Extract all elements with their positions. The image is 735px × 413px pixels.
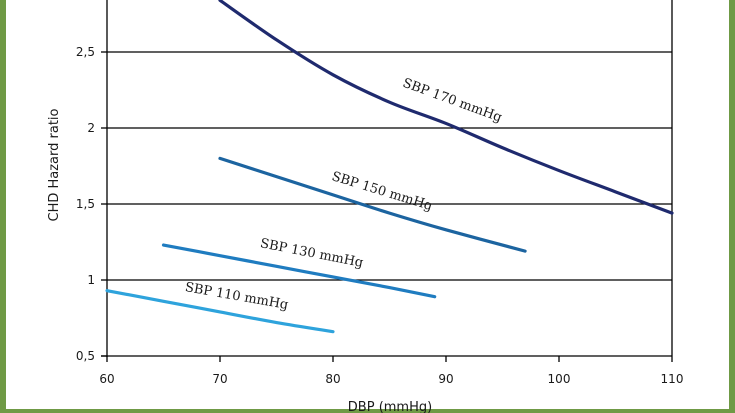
x-tick-label-2: 80 [325, 372, 340, 386]
series-line-sbp-130-mmhg [161, 243, 437, 299]
x-tick-label-3: 90 [438, 372, 453, 386]
y-tick-label-1: 1 [87, 273, 95, 287]
x-tick-label-0: 60 [99, 372, 114, 386]
y-tick-label-2: 1,5 [76, 197, 95, 211]
series-line-sbp-110-mmhg [105, 289, 335, 334]
y-axis-ticks: 0,5 1 1,5 2 2,5 [76, 45, 107, 363]
series-line-sbp-170-mmhg [218, 0, 674, 215]
y-tick-label-0: 0,5 [76, 349, 95, 363]
x-tick-label-1: 70 [212, 372, 227, 386]
x-axis-title: DBP (mmHg) [348, 400, 432, 413]
x-axis-ticks: 60 70 80 90 100 110 [99, 356, 683, 386]
axes [101, 0, 672, 357]
y-tick-label-3: 2 [87, 121, 95, 135]
x-tick-label-4: 100 [548, 372, 571, 386]
y-axis-title: CHD Hazard ratio [47, 108, 62, 221]
grid-lines [107, 0, 673, 356]
series-line-sbp-150-mmhg [218, 156, 527, 253]
series-label-sbp-170-mmhg: SBP 170 mmHg [400, 76, 503, 126]
y-tick-label-4: 2,5 [76, 45, 95, 59]
hazard-ratio-line-chart: 60 70 80 90 100 110 0,5 1 1,5 2 2,5 SBP 170 mmHg S… [47, 0, 683, 413]
series-label-sbp-150-mmhg: SBP 150 mmHg [330, 169, 434, 214]
series-lines [105, 0, 674, 334]
x-tick-label-5: 110 [661, 372, 684, 386]
